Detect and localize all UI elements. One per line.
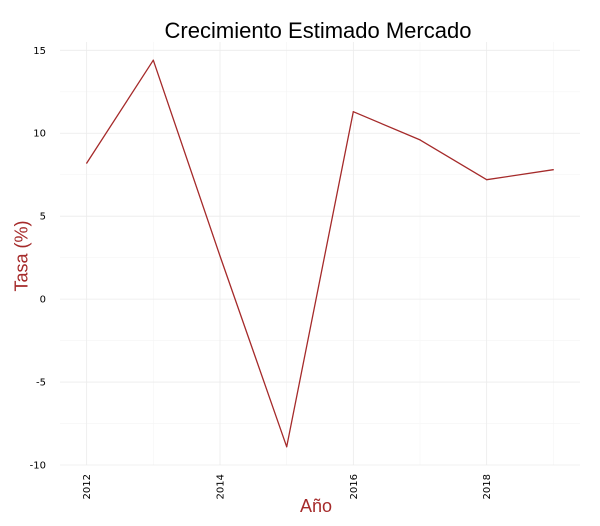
data-point	[419, 139, 421, 141]
chart-title: Crecimiento Estimado Mercado	[164, 18, 472, 43]
y-tick-label: -5	[36, 378, 46, 389]
x-tick-label: 2016	[349, 474, 360, 499]
y-tick-label: 15	[33, 46, 46, 57]
data-point	[352, 111, 354, 113]
data-point	[486, 179, 488, 181]
series-line	[86, 59, 554, 448]
x-tick-label: 2014	[216, 474, 227, 499]
y-tick-label: -10	[30, 461, 46, 472]
x-tick-label: 2012	[82, 474, 93, 499]
data-point	[552, 169, 554, 171]
y-tick-label: 0	[40, 295, 46, 306]
data-point	[219, 255, 221, 257]
y-tick-label: 10	[33, 129, 46, 140]
data-point	[152, 59, 154, 61]
data-point	[286, 446, 288, 448]
x-axis-title: Año	[299, 496, 333, 516]
x-tick-label: 2018	[482, 474, 493, 499]
y-tick-label: 5	[40, 212, 46, 223]
data-point	[86, 162, 88, 164]
